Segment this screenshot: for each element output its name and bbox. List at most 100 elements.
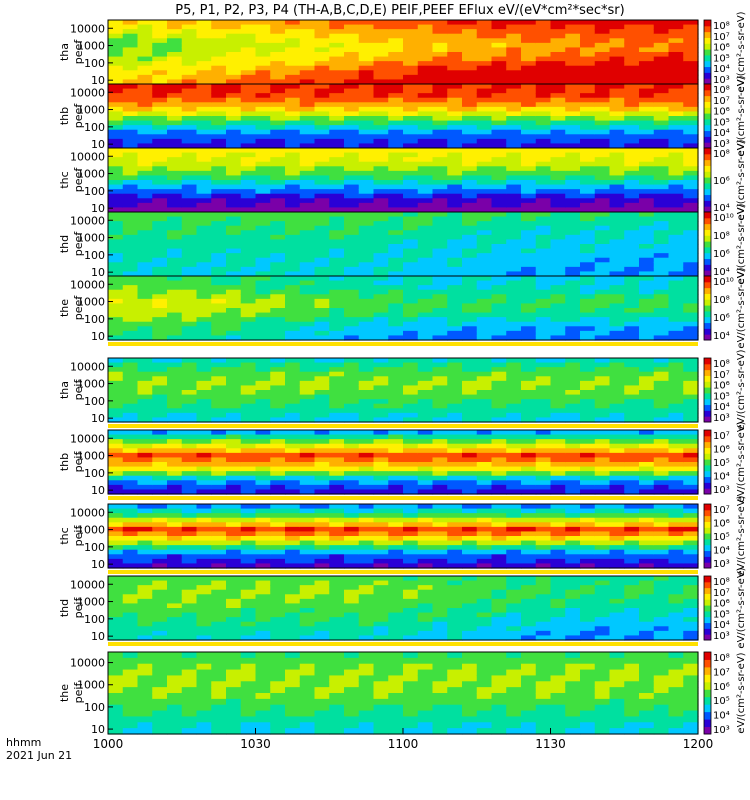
heatmap-cell xyxy=(565,540,581,546)
heatmap-cell xyxy=(403,471,419,477)
heatmap-cell xyxy=(594,526,611,533)
heatmap-cell xyxy=(122,380,139,387)
heatmap-cell xyxy=(417,266,434,273)
heatmap-cell xyxy=(624,138,640,145)
heatmap-cell xyxy=(506,385,522,391)
heatmap-cell xyxy=(329,612,345,618)
heatmap-cell xyxy=(373,594,389,600)
heatmap-cell xyxy=(196,412,212,419)
heatmap-cell xyxy=(624,358,640,364)
heatmap-cell xyxy=(639,362,655,368)
heatmap-cell xyxy=(240,225,257,231)
heatmap-cell xyxy=(196,106,212,113)
heatmap-cell xyxy=(462,471,478,477)
heatmap-cell xyxy=(255,317,271,323)
heatmap-cell xyxy=(609,517,625,523)
heatmap-cell xyxy=(211,52,227,58)
heatmap-cell xyxy=(285,394,301,400)
heatmap-cell xyxy=(476,390,493,396)
heatmap-cell xyxy=(270,253,286,259)
heatmap-cell xyxy=(137,617,153,623)
heatmap-cell xyxy=(196,248,212,254)
heatmap-cell xyxy=(388,540,404,546)
heatmap-cell xyxy=(432,280,448,286)
heatmap-cell xyxy=(639,417,655,423)
heatmap-cell xyxy=(167,484,183,491)
heatmap-cell xyxy=(373,157,389,163)
heatmap-cell xyxy=(270,589,286,595)
heatmap-cell xyxy=(299,248,316,254)
heatmap-cell xyxy=(476,193,493,199)
heatmap-cell xyxy=(668,225,684,231)
heatmap-cell xyxy=(462,522,478,528)
heatmap-cell xyxy=(152,362,168,368)
colorbar-segment xyxy=(704,276,711,283)
heatmap-cell xyxy=(255,549,271,555)
heatmap-cell xyxy=(314,216,330,222)
heatmap-cell xyxy=(653,403,670,409)
heatmap-cell xyxy=(668,439,684,445)
heatmap-cell xyxy=(137,65,153,71)
heatmap-cell xyxy=(167,403,183,409)
heatmap-cell xyxy=(211,317,227,323)
heatmap-cell xyxy=(668,262,684,268)
heatmap-cell xyxy=(358,248,375,254)
heatmap-cell xyxy=(373,102,389,108)
heatmap-cell xyxy=(609,102,625,108)
heatmap-cell xyxy=(196,244,212,250)
heatmap-cell xyxy=(152,580,168,586)
heatmap-cell xyxy=(344,434,360,440)
heatmap-cell xyxy=(226,536,242,542)
heatmap-cell xyxy=(388,312,404,318)
heatmap-cell xyxy=(432,148,448,154)
heatmap-cell xyxy=(211,621,227,627)
heatmap-cell xyxy=(122,598,139,605)
heatmap-cell xyxy=(211,266,227,273)
heatmap-cell xyxy=(447,143,463,149)
heatmap-cell xyxy=(432,198,448,204)
heatmap-cell xyxy=(653,29,670,35)
heatmap-cell xyxy=(580,326,596,332)
heatmap-cell xyxy=(255,326,271,332)
heatmap-cell xyxy=(476,308,493,314)
heatmap-cell xyxy=(122,298,139,305)
heatmap-cell xyxy=(152,558,168,565)
heatmap-cell xyxy=(270,24,286,30)
heatmap-cell xyxy=(211,489,227,495)
heatmap-cell xyxy=(521,508,537,514)
heatmap-cell xyxy=(594,24,611,30)
heatmap-cell xyxy=(255,621,271,627)
y-tick-label: 10 xyxy=(91,558,105,571)
heatmap-cell xyxy=(535,362,552,368)
heatmap-cell xyxy=(580,74,596,81)
heatmap-cell xyxy=(314,317,330,323)
heatmap-cell xyxy=(476,125,493,131)
heatmap-cell xyxy=(226,239,242,245)
heatmap-cell xyxy=(683,166,699,172)
heatmap-cell xyxy=(299,298,316,305)
heatmap-cell xyxy=(255,102,271,108)
colorbar-segment xyxy=(704,212,711,219)
heatmap-cell xyxy=(152,635,168,641)
heatmap-cell xyxy=(521,462,537,468)
heatmap-cell xyxy=(417,24,434,30)
heatmap-cell xyxy=(211,276,227,282)
heatmap-cell xyxy=(240,74,257,81)
heatmap-cell xyxy=(668,42,684,49)
heatmap-cell xyxy=(550,412,566,419)
heatmap-cell xyxy=(108,598,124,605)
heatmap-cell xyxy=(285,589,301,595)
heatmap-cell xyxy=(167,84,183,90)
heatmap-cell xyxy=(240,253,257,259)
heatmap-cell xyxy=(181,617,198,623)
heatmap-cell xyxy=(270,526,286,533)
y-tick-label: 1000 xyxy=(77,168,105,181)
heatmap-cell xyxy=(521,475,537,481)
colorbar-segment xyxy=(704,54,711,62)
heatmap-cell xyxy=(108,580,124,586)
heatmap-cell xyxy=(211,244,227,250)
heatmap-cell xyxy=(358,452,375,459)
heatmap-cell xyxy=(491,471,507,477)
heatmap-cell xyxy=(226,522,242,528)
heatmap-cell xyxy=(609,193,625,199)
